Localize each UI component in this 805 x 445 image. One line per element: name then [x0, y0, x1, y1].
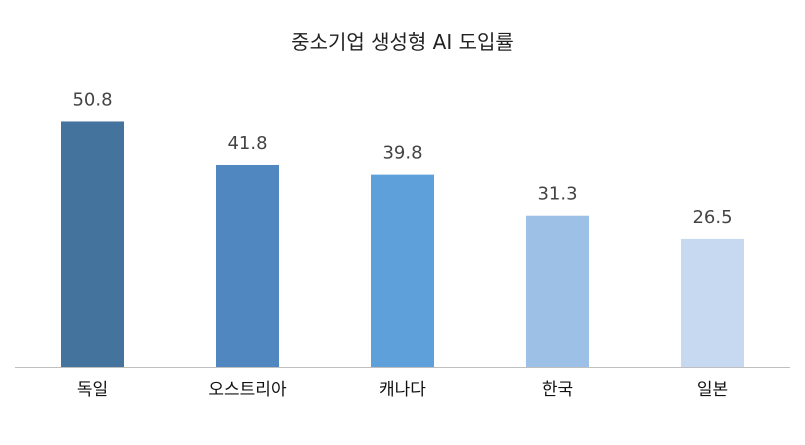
category-label-2: 오스트리아 [208, 380, 287, 400]
data-label-5: 26.5 [692, 207, 732, 228]
bar-group [61, 121, 744, 367]
data-label-2: 41.8 [227, 133, 267, 154]
category-label-4: 한국 [542, 380, 573, 400]
category-label-1: 독일 [77, 380, 108, 400]
data-label-3: 39.8 [382, 143, 422, 164]
bar-3 [371, 174, 434, 367]
data-label-4: 31.3 [537, 184, 577, 205]
bar-5 [681, 238, 744, 367]
chart-title: 중소기업 생성형 AI 도입률 [291, 30, 514, 54]
bar-4 [526, 215, 589, 367]
data-label-1: 50.8 [72, 89, 112, 110]
bar-1 [61, 121, 124, 367]
bar-2 [216, 164, 279, 367]
category-label-3: 캐나다 [379, 380, 426, 400]
label-group: 50.8 독일 41.8 오스트리아 39.8 캐나다 31.3 한국 26.5 일본 [72, 89, 732, 400]
category-label-5: 일본 [697, 380, 728, 400]
